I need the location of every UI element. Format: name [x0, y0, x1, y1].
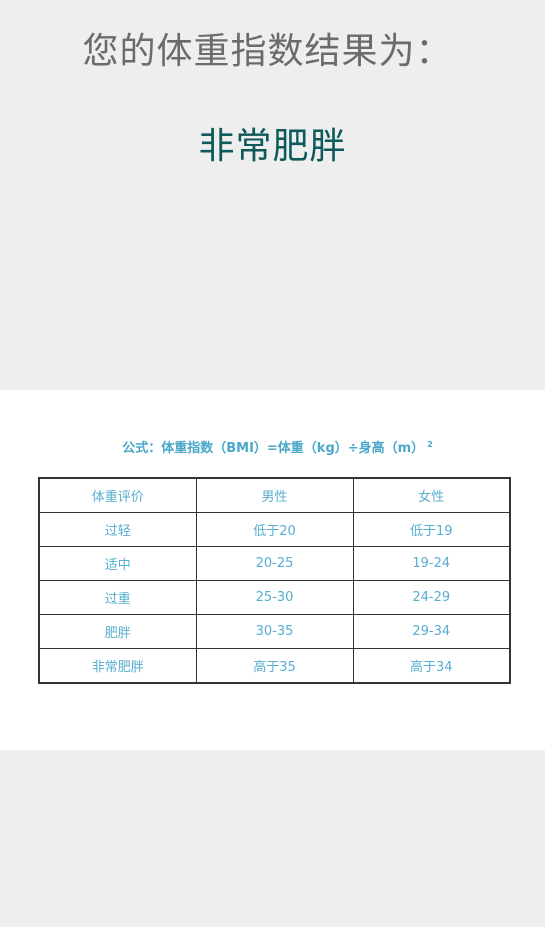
table-cell-female: 高于34 [352, 648, 511, 684]
table-row: 过重 25-30 24-29 [38, 580, 511, 615]
header-evaluation: 体重评价 [38, 477, 197, 513]
table-cell-male: 低于20 [195, 512, 354, 547]
header-male: 男性 [195, 477, 354, 513]
table-cell-female: 24-29 [352, 580, 511, 615]
table-cell-male: 20-25 [195, 546, 354, 581]
table-cell-category: 肥胖 [38, 614, 197, 649]
formula-text: 公式：体重指数（BMI）=体重（kg）÷身高（m） [122, 441, 425, 456]
table-cell-male: 30-35 [195, 614, 354, 649]
table-row: 肥胖 30-35 29-34 [38, 614, 511, 649]
result-value: 非常肥胖 [198, 126, 347, 167]
table-cell-category: 非常肥胖 [38, 648, 197, 684]
table-cell-category: 适中 [38, 546, 197, 581]
table-cell-category: 过轻 [38, 512, 197, 547]
table-row: 非常肥胖 高于35 高于34 [38, 648, 511, 684]
table-cell-female: 19-24 [352, 546, 511, 581]
bmi-formula: 公式：体重指数（BMI）=体重（kg）÷身高（m） 2 [0, 437, 545, 456]
table-cell-male: 高于35 [195, 648, 354, 684]
table-row: 适中 20-25 19-24 [38, 546, 511, 581]
table-cell-female: 29-34 [352, 614, 511, 649]
header-female: 女性 [352, 477, 511, 513]
result-heading: 您的体重指数结果为： [82, 31, 453, 72]
bmi-reference-image: 公式：体重指数（BMI）=体重（kg）÷身高（m） 2 体重评价 男性 女性 过轻… [0, 390, 545, 750]
table-header-row: 体重评价 男性 女性 [38, 477, 511, 513]
bmi-table: 体重评价 男性 女性 过轻 低于20 低于19 适中 20-25 19-24 过… [38, 477, 511, 684]
table-row: 过轻 低于20 低于19 [38, 512, 511, 547]
formula-superscript: 2 [427, 439, 433, 449]
table-cell-category: 过重 [38, 580, 197, 615]
table-cell-female: 低于19 [352, 512, 511, 547]
table-cell-male: 25-30 [195, 580, 354, 615]
